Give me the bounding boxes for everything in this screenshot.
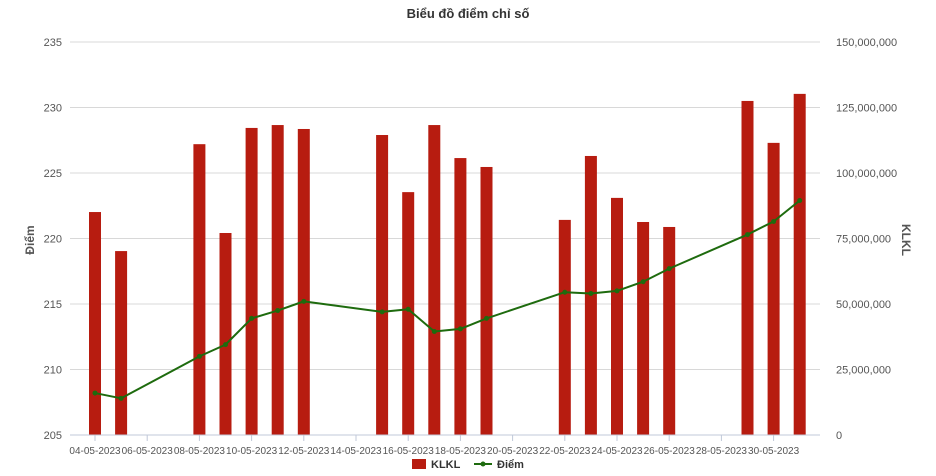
x-tick-label: 30-05-2023 bbox=[748, 446, 800, 457]
x-tick-label: 10-05-2023 bbox=[226, 446, 278, 457]
point-diem bbox=[223, 342, 228, 348]
bar-klkl bbox=[558, 219, 571, 435]
legend-swatch-klkl bbox=[412, 459, 426, 469]
point-diem bbox=[249, 315, 255, 321]
bar-klkl bbox=[115, 251, 128, 435]
point-diem bbox=[379, 309, 385, 315]
bar-klkl bbox=[637, 221, 650, 435]
point-diem bbox=[301, 298, 307, 304]
point-diem bbox=[484, 315, 489, 321]
point-diem bbox=[666, 266, 672, 272]
bar-klkl bbox=[793, 93, 806, 435]
legend-item-diem[interactable]: Điểm bbox=[474, 459, 524, 471]
x-tick-label: 14-05-2023 bbox=[330, 446, 382, 457]
bar-klkl bbox=[89, 212, 101, 435]
point-diem bbox=[118, 395, 124, 401]
bar-klkl bbox=[193, 144, 206, 435]
point-diem bbox=[562, 289, 568, 295]
x-tick-label: 24-05-2023 bbox=[591, 446, 643, 457]
bar-klkl bbox=[663, 226, 676, 435]
x-tick-label: 04-05-2023 bbox=[69, 446, 121, 457]
bar-klkl bbox=[428, 125, 441, 435]
x-tick-label: 12-05-2023 bbox=[278, 446, 330, 457]
x-tick-label: 16-05-2023 bbox=[383, 446, 435, 457]
right-tick-label: 150,000,000 bbox=[836, 37, 897, 49]
x-tick-label: 22-05-2023 bbox=[539, 446, 591, 457]
x-tick-label: 06-05-2023 bbox=[122, 446, 174, 457]
right-tick-label: 125,000,000 bbox=[836, 103, 897, 115]
right-tick-label: 100,000,000 bbox=[836, 168, 897, 180]
left-tick-label: 220 bbox=[44, 234, 62, 246]
bar-klkl bbox=[611, 197, 623, 435]
bar-klkl bbox=[271, 125, 284, 435]
left-tick-label: 225 bbox=[44, 168, 62, 180]
bar-klkl bbox=[297, 128, 310, 435]
right-axis-label: KLKL bbox=[899, 224, 913, 256]
x-tick-label: 28-05-2023 bbox=[696, 446, 748, 457]
point-diem bbox=[640, 279, 646, 285]
bar-klkl bbox=[767, 142, 780, 435]
right-tick-label: 75,000,000 bbox=[836, 234, 891, 246]
bar-klkl bbox=[480, 166, 493, 435]
legend-label-klkl: KLKL bbox=[431, 459, 461, 471]
x-tick-label: 26-05-2023 bbox=[644, 446, 696, 457]
x-tick-label: 20-05-2023 bbox=[487, 446, 539, 457]
right-tick-label: 25,000,000 bbox=[836, 365, 891, 377]
point-diem bbox=[614, 288, 620, 294]
left-tick-label: 215 bbox=[44, 299, 62, 311]
point-diem bbox=[196, 353, 202, 359]
bar-klkl bbox=[741, 100, 754, 435]
right-tick-label: 50,000,000 bbox=[836, 299, 891, 311]
point-diem bbox=[745, 232, 750, 238]
legend-label-diem: Điểm bbox=[497, 459, 524, 471]
point-diem bbox=[588, 291, 594, 297]
point-diem bbox=[92, 390, 98, 396]
legend-item-klkl[interactable]: KLKL bbox=[412, 459, 461, 471]
right-tick-label: 0 bbox=[836, 430, 842, 442]
left-axis-label: Điểm bbox=[23, 225, 37, 254]
left-tick-label: 210 bbox=[44, 365, 62, 377]
point-diem bbox=[771, 218, 777, 224]
point-diem bbox=[405, 306, 411, 312]
bar-klkl bbox=[376, 135, 389, 435]
bar-klkl bbox=[245, 127, 258, 435]
chart-title: Biểu đồ điểm chỉ số bbox=[407, 6, 530, 21]
point-diem bbox=[275, 308, 281, 314]
left-tick-label: 230 bbox=[44, 103, 62, 115]
line-diem bbox=[94, 199, 801, 400]
legend: KLKL Điểm bbox=[412, 459, 524, 471]
legend-marker-diem bbox=[480, 461, 486, 467]
x-tick-label: 18-05-2023 bbox=[435, 446, 487, 457]
left-tick-label: 205 bbox=[44, 430, 62, 442]
bar-klkl bbox=[454, 158, 467, 436]
bar-klkl bbox=[402, 192, 415, 435]
left-tick-label: 235 bbox=[44, 37, 62, 49]
point-diem bbox=[431, 329, 437, 335]
bar-klkl bbox=[219, 232, 232, 435]
point-diem bbox=[457, 326, 463, 332]
x-tick-label: 08-05-2023 bbox=[174, 446, 226, 457]
point-diem bbox=[797, 198, 803, 204]
